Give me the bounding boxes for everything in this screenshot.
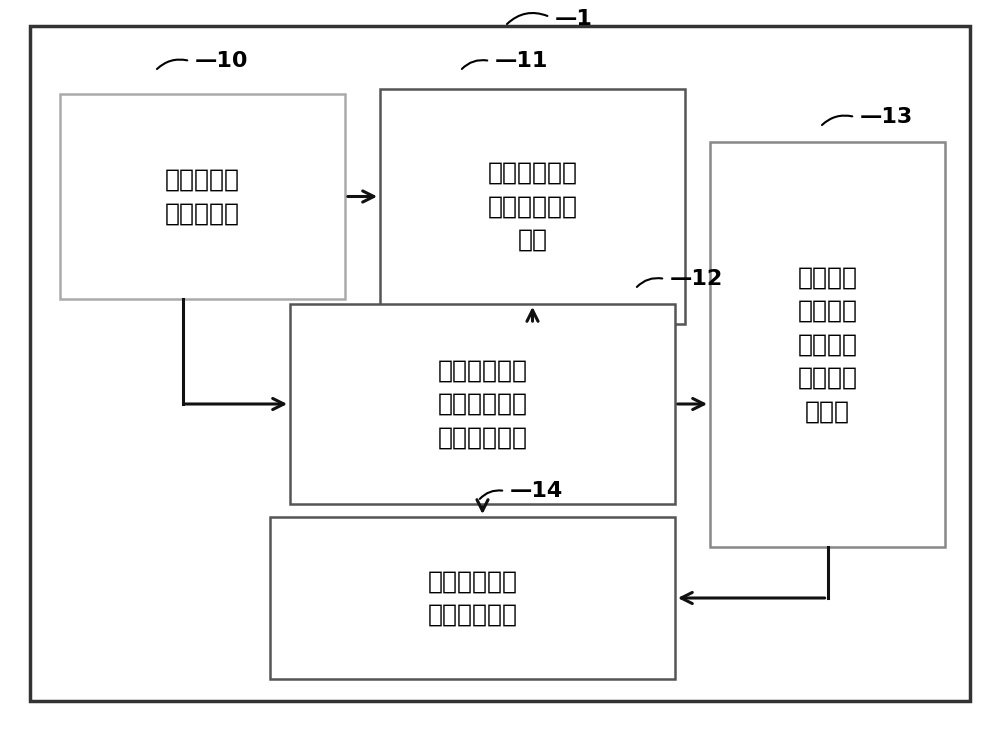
- Text: —1: —1: [555, 9, 593, 29]
- Text: —12: —12: [670, 269, 723, 289]
- Text: —13: —13: [860, 107, 913, 127]
- Bar: [380, 89, 685, 324]
- Text: —10: —10: [195, 51, 248, 71]
- Text: 接地网状态评
估和分析模块: 接地网状态评 估和分析模块: [427, 569, 518, 627]
- Bar: [710, 142, 945, 547]
- Bar: [270, 517, 675, 679]
- Text: 各接地引下线
暂态电压记录
模块: 各接地引下线 暂态电压记录 模块: [487, 161, 577, 252]
- Text: 冲击接地阻抗
计算和冲击响
应曲线绘制模: 冲击接地阻抗 计算和冲击响 应曲线绘制模: [438, 358, 528, 449]
- Bar: [290, 304, 675, 504]
- Bar: [60, 94, 345, 299]
- Text: —14: —14: [510, 481, 563, 501]
- Text: 测试结果
存储和记
录模块（
历史数据
查询）: 测试结果 存储和记 录模块（ 历史数据 查询）: [798, 265, 858, 423]
- Text: —11: —11: [495, 51, 548, 71]
- Text: 现场冲击电
流发生模块: 现场冲击电 流发生模块: [165, 168, 240, 225]
